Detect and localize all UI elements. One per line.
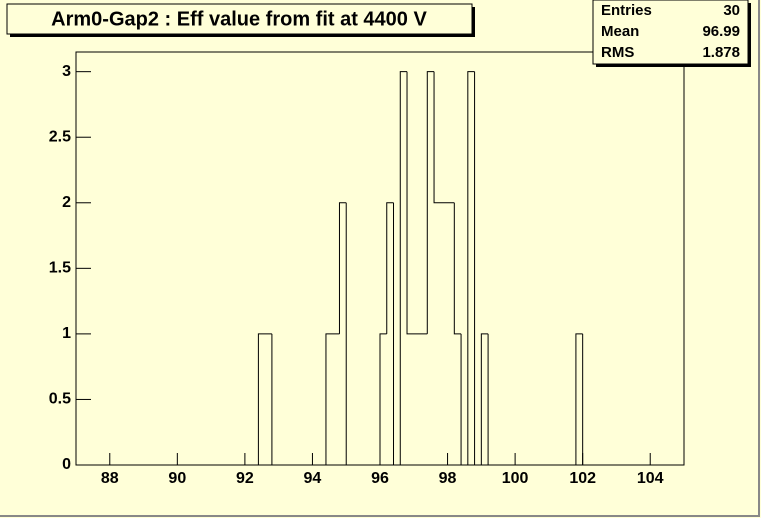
histogram-bin [474,71,482,466]
y-tick-label: 3 [62,63,71,80]
histogram-bin [453,202,462,335]
x-tick-label: 98 [439,470,457,487]
stats-label: Entries [601,2,652,19]
histogram-bin [433,71,455,204]
x-tick-label: 100 [502,470,529,487]
histogram-bin [393,202,401,466]
y-tick-label: 1.5 [49,260,71,277]
x-tick-label: 102 [569,470,596,487]
chart-title: Arm0-Gap2 : Eff value from fit at 4400 V [51,8,427,30]
stats-value: 30 [723,2,740,19]
x-tick-label: 92 [236,470,254,487]
y-tick-label: 1 [62,325,71,342]
y-tick-label: 2 [62,194,71,211]
y-tick-label: 0 [62,456,71,473]
histogram-bin [575,333,583,465]
histogram-bin [257,333,272,465]
histogram-bin [480,333,489,465]
x-tick-label: 94 [304,470,322,487]
histogram-bin [271,333,326,466]
x-tick-label: 90 [168,470,186,487]
histogram-bin [399,71,408,465]
histogram-bin [467,71,475,465]
histogram-bin [338,202,347,334]
x-tick-label: 88 [101,470,119,487]
histogram-bin [325,333,340,465]
stats-label: RMS [601,44,634,61]
stats-value: 1.878 [702,44,740,61]
stats-value: 96.99 [702,23,740,40]
histogram-bin [406,71,428,335]
histogram-bin [460,333,468,466]
x-tick-label: 104 [637,470,664,487]
x-tick-label: 96 [371,470,389,487]
stats-label: Mean [601,23,639,40]
histogram-bin [379,333,387,465]
histogram-bin [582,333,684,466]
histogram-bin [345,202,380,466]
y-tick-label: 0.5 [49,391,71,408]
title-box [6,3,473,35]
histogram-bin [487,333,576,466]
y-tick-label: 2.5 [49,128,71,145]
stats-box [592,0,749,65]
histogram-bin [426,71,435,334]
histogram-bin [386,202,394,334]
